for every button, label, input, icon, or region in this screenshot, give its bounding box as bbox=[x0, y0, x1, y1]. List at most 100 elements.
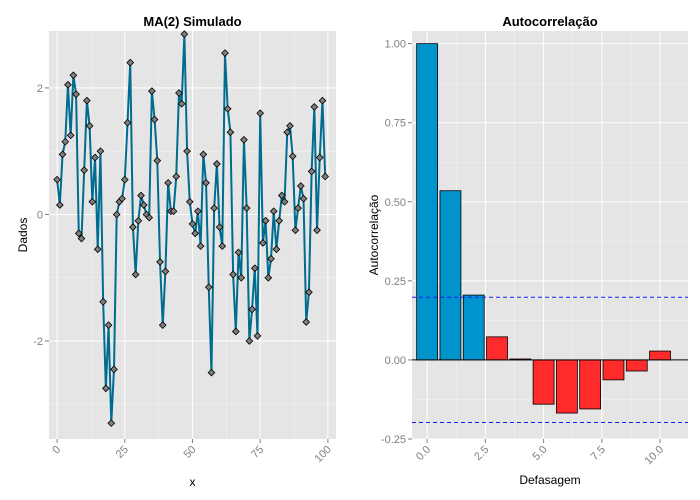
ma2-data-point bbox=[242, 204, 251, 212]
ma2-data-point bbox=[99, 297, 108, 306]
acf-y-tick-label: 0.75 bbox=[385, 118, 406, 130]
ma2-data-point bbox=[177, 99, 186, 108]
ma2-data-point bbox=[180, 30, 189, 39]
ma2-data-point bbox=[72, 90, 80, 99]
ma2-data-point bbox=[126, 58, 135, 67]
ma2-data-point bbox=[77, 234, 86, 243]
ma2-y-tick-label: 0 bbox=[37, 209, 43, 221]
ma2-data-point bbox=[288, 152, 297, 161]
ma2-data-point bbox=[96, 147, 105, 156]
ma2-data-point bbox=[161, 267, 170, 276]
ma2-data-point bbox=[61, 137, 70, 146]
ma2-data-point bbox=[259, 239, 267, 247]
acf-y-tick-label: 0.25 bbox=[385, 276, 406, 288]
acf-bars bbox=[416, 43, 671, 414]
acf-bar bbox=[625, 359, 648, 372]
ma2-data-point bbox=[302, 318, 311, 326]
ma2-data-point bbox=[240, 135, 248, 144]
ma2-data-point bbox=[172, 172, 181, 181]
ma2-data-point bbox=[55, 201, 64, 209]
ma2-data-point bbox=[280, 197, 289, 206]
ma2-data-point bbox=[156, 258, 164, 266]
ma2-data-point bbox=[296, 182, 305, 190]
acf-bar bbox=[462, 294, 485, 361]
acf-bar bbox=[486, 336, 508, 361]
ma2-data-point bbox=[196, 242, 205, 250]
ma2-data-point bbox=[120, 175, 129, 184]
ma2-data-point bbox=[112, 210, 121, 219]
acf-title: Autocorrelação bbox=[502, 14, 597, 29]
ma2-series-line bbox=[56, 33, 327, 425]
ma2-series-points bbox=[53, 30, 330, 428]
ma2-data-point bbox=[215, 223, 224, 231]
ma2-data-point bbox=[164, 178, 172, 187]
acf-bar bbox=[579, 359, 602, 410]
ma2-chart: 0 25 50 75 100 -2 0 2 MA(2) Simulado x Dados bbox=[16, 14, 336, 489]
ma2-data-point bbox=[231, 327, 240, 336]
acf-y-tick-label: 0.00 bbox=[385, 355, 406, 367]
ma2-data-point bbox=[158, 321, 167, 330]
ma2-data-point bbox=[299, 194, 308, 203]
ma2-data-point bbox=[145, 213, 154, 222]
ma2-data-point bbox=[169, 207, 178, 216]
ma2-data-point bbox=[118, 194, 126, 203]
ma2-x-axis-title: x bbox=[190, 475, 196, 489]
ma2-data-point bbox=[313, 226, 321, 235]
ma2-x-tick-label: 75 bbox=[249, 444, 266, 461]
ma2-data-point bbox=[223, 104, 232, 113]
ma2-data-point bbox=[85, 122, 94, 130]
acf-bar bbox=[532, 359, 555, 405]
ma2-data-point bbox=[123, 118, 132, 127]
ma2-data-point bbox=[58, 150, 67, 159]
ma2-data-point bbox=[221, 49, 229, 58]
ma2-data-point bbox=[53, 175, 61, 184]
ma2-data-point bbox=[148, 87, 156, 95]
acf-axis-ticks: 0.0 2.5 5.0 7.5 10.0 -0.25 0.00 0.25 0.50 0.75 1.0… bbox=[381, 39, 666, 468]
ma2-x-tick-label: 25 bbox=[114, 444, 131, 461]
acf-bar bbox=[602, 359, 625, 381]
acf-y-axis-title: Autocorrelação bbox=[367, 194, 381, 275]
acf-bar bbox=[416, 43, 439, 361]
ma2-data-point bbox=[139, 201, 148, 209]
ma2-data-point bbox=[83, 96, 91, 105]
acf-x-tick-label: 7.5 bbox=[589, 444, 608, 463]
acf-bar bbox=[649, 350, 671, 361]
ma2-y-axis-title: Dados bbox=[16, 218, 30, 253]
ma2-data-point bbox=[213, 159, 221, 168]
ma2-data-point bbox=[253, 332, 262, 340]
ma2-data-point bbox=[277, 191, 286, 200]
ma2-data-point bbox=[294, 204, 302, 212]
acf-x-tick-label: 10.0 bbox=[643, 444, 667, 468]
ma2-data-point bbox=[291, 226, 300, 235]
acf-x-axis-title: Defasagem bbox=[519, 473, 580, 487]
ma2-data-point bbox=[321, 172, 330, 181]
acf-y-tick-label: -0.25 bbox=[381, 434, 406, 446]
ma2-data-point bbox=[137, 191, 145, 200]
ma2-data-point bbox=[210, 204, 219, 212]
ma2-data-point bbox=[307, 167, 316, 176]
ma2-data-point bbox=[183, 147, 191, 156]
ma2-data-point bbox=[110, 365, 118, 374]
ma2-data-point bbox=[194, 207, 202, 216]
acf-reference-lines bbox=[412, 296, 688, 424]
ma2-data-point bbox=[64, 80, 72, 89]
ma2-data-point bbox=[93, 245, 102, 254]
ma2-data-point bbox=[204, 283, 213, 292]
ma2-data-point bbox=[264, 273, 273, 282]
acf-x-tick-label: 2.5 bbox=[472, 444, 491, 463]
ma2-data-point bbox=[245, 337, 254, 345]
ma2-data-point bbox=[261, 216, 270, 225]
ma2-data-point bbox=[66, 131, 75, 140]
acf-bar bbox=[556, 359, 578, 414]
ma2-data-point bbox=[275, 216, 284, 225]
ma2-data-point bbox=[188, 220, 197, 228]
ma2-x-tick-label: 100 bbox=[313, 444, 334, 465]
ma2-y-tick-label: -2 bbox=[33, 336, 43, 348]
ma2-data-point bbox=[226, 128, 235, 137]
ma2-data-point bbox=[218, 242, 227, 250]
ma2-data-point bbox=[250, 264, 259, 273]
ma2-x-tick-label: 0 bbox=[50, 444, 63, 457]
ma2-title: MA(2) Simulado bbox=[143, 14, 241, 29]
acf-x-tick-label: 5.0 bbox=[530, 444, 549, 463]
